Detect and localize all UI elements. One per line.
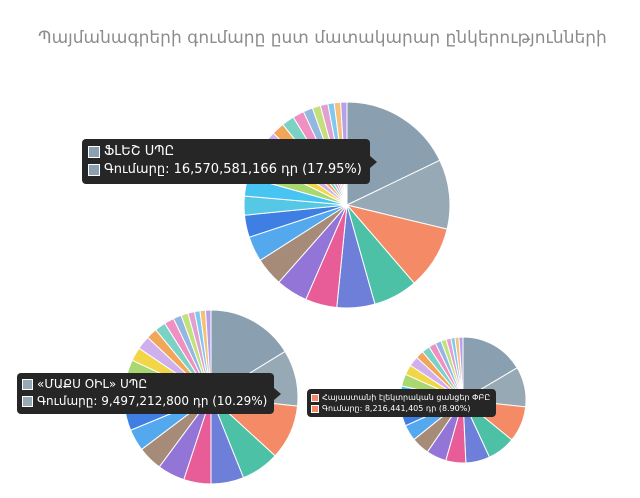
tooltip-large-pie: ՖԼԵՇ ՍՊԸ Գումարը: 16,570,581,166 դր (17.… [82,139,377,184]
tooltip-swatch [311,393,319,402]
pie-slice[interactable] [346,101,441,206]
tooltip-swatch [88,146,100,158]
pie-chart-large [243,101,451,309]
tooltip-amount-prefix: Գումարը: [322,404,363,413]
tooltip-amount-value: 16,570,581,166 դր (17.95%) [173,162,362,177]
tooltip-amount-value: 8,216,441,405 դր (8.90%) [364,404,471,413]
chart-title: Պայմանագրերի գումարը ըստ մատակարար ընկեր… [38,28,607,48]
tooltip-swatch [311,404,319,413]
tooltip-amount-prefix: Գումարը: [37,394,98,408]
tooltip-amount-value: 9,497,212,800 դր (10.29%) [101,394,268,408]
tooltip-supplier-name: Հայաստանի էլեկտրական ցանցեր ՓԲԸ [322,393,491,402]
tooltip-small-pie: Հայաստանի էլեկտրական ցանցեր ՓԲԸ Գումարը:… [307,389,497,417]
tooltip-swatch [22,379,33,390]
tooltip-medium-pie: «ՄԱՔՍ ՕԻԼ» ՍՊԸ Գումարը: 9,497,212,800 դր… [17,373,282,414]
tooltip-supplier-name: «ՄԱՔՍ ՕԻԼ» ՍՊԸ [37,377,148,391]
tooltip-swatch [88,164,100,176]
tooltip-swatch [22,396,33,407]
tooltip-amount-prefix: Գումարը: [104,162,170,177]
pie-slice[interactable] [345,159,451,230]
pie-slice[interactable] [462,336,518,401]
pie-slice[interactable] [458,336,464,401]
tooltip-supplier-name: ՖԼԵՇ ՍՊԸ [104,144,175,159]
